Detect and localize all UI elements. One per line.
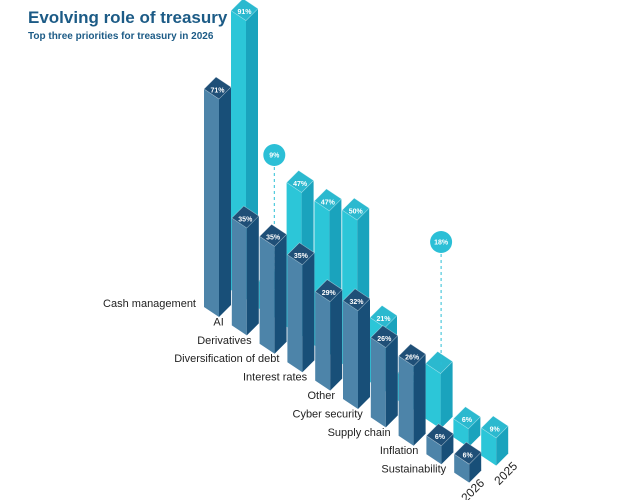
- bar-value-label: 21%: [376, 316, 391, 323]
- bar-side-face: [413, 353, 426, 446]
- bar-2026-supply-chain: [398, 343, 427, 446]
- bar-2026-ai: [231, 205, 260, 336]
- bar-2026-sustainability: [453, 441, 482, 483]
- bar-front-face: [204, 89, 219, 317]
- bar-front-face: [398, 355, 414, 446]
- bar-value-label: 47%: [321, 199, 336, 206]
- bar-front-face: [453, 418, 469, 448]
- bar-front-face: [426, 435, 442, 465]
- legend-entry: 2026: [458, 476, 487, 500]
- bar-side-face: [274, 234, 287, 354]
- bar-top-face: [203, 76, 232, 100]
- category-label: Other: [307, 390, 335, 402]
- bar-value-label: 6%: [435, 434, 446, 441]
- bar-side-face: [330, 289, 343, 391]
- category-label: Diversification of debt: [174, 353, 279, 365]
- bar-side-face: [302, 252, 315, 373]
- bar-top-face: [341, 197, 370, 221]
- bar-value-label: 35%: [294, 253, 309, 260]
- bar-2026-interest-rates: [314, 279, 343, 391]
- bar-front-face: [343, 300, 358, 409]
- bar-value-label: 91%: [237, 9, 252, 16]
- bar-value-label: 47%: [293, 181, 308, 188]
- category-label: Cash management: [103, 298, 196, 310]
- bar-front-face: [231, 217, 247, 336]
- bar-top-face: [313, 188, 342, 212]
- bar-value-label: 50%: [349, 208, 364, 215]
- category-label: Sustainability: [381, 464, 446, 476]
- bar-top-face: [259, 223, 288, 247]
- bar-front-face: [259, 236, 275, 354]
- bar-front-face: [370, 337, 386, 428]
- bar-front-face: [287, 254, 303, 373]
- bar-side-face: [219, 87, 231, 317]
- bar-top-face: [230, 0, 259, 22]
- bar-2025-sustainability: [480, 415, 509, 466]
- bar-value-label: 26%: [405, 354, 420, 361]
- bar-top-face: [369, 305, 398, 328]
- bar-value-label: 6%: [462, 417, 473, 424]
- bar-top-face: [480, 415, 509, 439]
- bar-top-face: [425, 351, 454, 374]
- category-label: Supply chain: [328, 427, 391, 439]
- bar-top-face: [370, 325, 399, 348]
- bar-front-face: [315, 291, 331, 391]
- bar-value-label: 32%: [349, 299, 364, 306]
- bar-value-label: 9%: [490, 426, 501, 433]
- bar-top-face: [231, 205, 260, 229]
- bar-value-label: 26%: [377, 336, 392, 343]
- category-label: AI: [213, 316, 223, 328]
- bar-side-face: [496, 425, 509, 466]
- bar-side-face: [440, 361, 453, 429]
- bar-2026-cash-management: [203, 76, 232, 317]
- bar-top-face: [398, 343, 427, 367]
- bar-2025-supply-chain: [425, 351, 454, 429]
- category-label: Inflation: [380, 445, 419, 457]
- bar-top-face: [286, 242, 315, 266]
- bar-top-face: [425, 423, 454, 447]
- bar-top-face: [314, 279, 343, 302]
- bar-top-face: [452, 406, 481, 430]
- bar-value-label: 35%: [266, 235, 281, 242]
- bar-2026-inflation: [425, 423, 454, 465]
- bar-front-face: [481, 427, 497, 466]
- callout-bubble: [263, 144, 286, 166]
- bar-side-face: [385, 335, 398, 428]
- chart-title: Evolving role of treasury: [28, 8, 228, 27]
- bar-side-face: [468, 416, 481, 448]
- category-label: Cyber security: [293, 408, 364, 420]
- bar-2026-cyber-security: [370, 325, 399, 428]
- bar-front-face: [454, 454, 470, 483]
- bar-value-label: 9%: [269, 152, 280, 159]
- bar-2026-other: [342, 288, 371, 409]
- bar-top-face: [342, 288, 371, 312]
- callout-bubble: [430, 231, 453, 253]
- bar-side-face: [441, 433, 454, 465]
- chart-subtitle: Top three priorities for treasury in 202…: [28, 31, 214, 42]
- category-label: Interest rates: [243, 372, 308, 384]
- bar-2026-diversification-of-debt: [286, 242, 315, 373]
- bar-2025-inflation: [452, 406, 481, 448]
- bar-front-face: [425, 363, 441, 429]
- bar-value-label: 6%: [463, 453, 474, 460]
- bar-2026-derivatives: [259, 223, 288, 354]
- bar-top-face: [286, 170, 315, 193]
- bar-value-label: 35%: [238, 216, 253, 223]
- bar-side-face: [469, 452, 482, 483]
- category-label: Derivatives: [197, 335, 252, 347]
- bar-value-label: 71%: [210, 87, 225, 94]
- bar-value-label: 18%: [434, 239, 449, 246]
- bar-side-face: [358, 298, 370, 409]
- bar-side-face: [246, 215, 259, 336]
- bar-value-label: 29%: [322, 290, 337, 297]
- bar-top-face: [453, 441, 482, 465]
